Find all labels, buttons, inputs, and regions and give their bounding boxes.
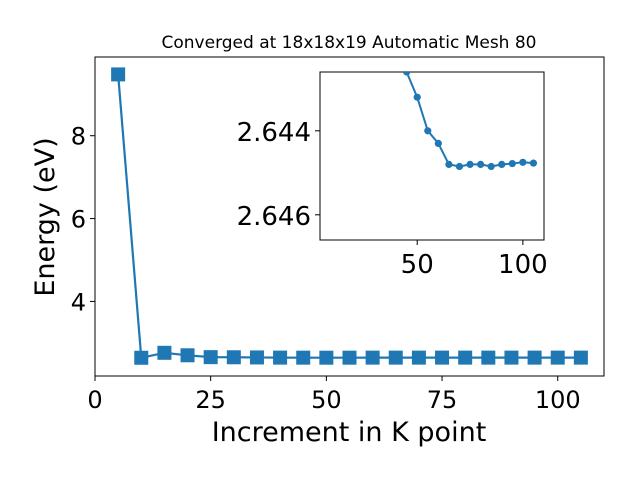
data-point-square: [180, 348, 195, 363]
data-point-square: [527, 350, 542, 365]
inset-data-point: [477, 160, 485, 168]
data-point-square: [273, 350, 288, 365]
inset-data-point: [413, 93, 421, 101]
main-y-ticks: 4 6 8: [71, 123, 95, 316]
inset-data-point: [508, 159, 516, 168]
data-point-square: [342, 350, 357, 365]
inset-x-tick-label: 50: [401, 250, 434, 280]
x-tick-label: 50: [311, 386, 342, 414]
data-point-square: [411, 350, 426, 365]
data-point-square: [134, 350, 149, 365]
main-axes: Converged at 18x18x19 Automatic Mesh 80 …: [30, 33, 605, 448]
main-x-ticks: 0 25 50 75 100: [87, 376, 581, 414]
inset-data-point: [455, 162, 464, 171]
inset-data-point: [434, 139, 442, 147]
x-tick-label: 25: [195, 386, 226, 414]
inset-data-point: [529, 159, 538, 167]
data-point-square: [111, 67, 126, 82]
data-point-square: [319, 350, 334, 365]
inset-x-ticks: 50 100: [401, 240, 548, 280]
data-point-square: [458, 350, 473, 365]
data-point-square: [249, 350, 264, 365]
inset-data-point: [498, 160, 506, 168]
data-point-square: [388, 350, 403, 365]
y-tick-label: 6: [71, 206, 86, 234]
data-point-square: [435, 350, 450, 365]
inset-y-tick-label: 2.644: [237, 118, 311, 148]
inset-y-ticks: 2.644 2.646: [237, 118, 320, 232]
inset-data-point: [487, 162, 495, 171]
main-series: [111, 67, 588, 365]
data-point-square: [504, 350, 519, 365]
inset-data-point: [445, 160, 453, 168]
data-point-square: [296, 350, 311, 365]
x-tick-label: 75: [427, 386, 458, 414]
x-tick-label: 100: [535, 386, 581, 414]
data-point-square: [365, 350, 380, 365]
data-point-square: [203, 350, 218, 365]
inset-x-tick-label: 100: [498, 250, 548, 280]
y-tick-label: 8: [71, 123, 86, 151]
inset-data-point: [424, 127, 432, 135]
chart-title: Converged at 18x18x19 Automatic Mesh 80: [162, 33, 537, 53]
data-point-square: [226, 350, 241, 365]
data-point-square: [157, 345, 172, 360]
data-point-square: [550, 350, 565, 365]
x-tick-label: 0: [87, 386, 102, 414]
data-point-square: [573, 350, 588, 365]
inset-data-point: [519, 158, 527, 166]
y-axis-label: Energy (eV): [30, 137, 61, 296]
main-plot-frame: [94, 56, 605, 377]
inset-y-tick-label: 2.646: [237, 202, 311, 232]
inset-axes: 50 100 2.644 2.646: [237, 71, 548, 280]
data-point-square: [481, 350, 496, 365]
y-tick-label: 4: [71, 288, 86, 316]
x-axis-label: Increment in K point: [212, 417, 487, 448]
inset-series-group: [403, 72, 538, 171]
inset-data-point: [403, 72, 411, 76]
inset-series: [403, 72, 538, 171]
inset-plot-frame: [319, 71, 545, 241]
inset-data-point: [466, 160, 474, 168]
